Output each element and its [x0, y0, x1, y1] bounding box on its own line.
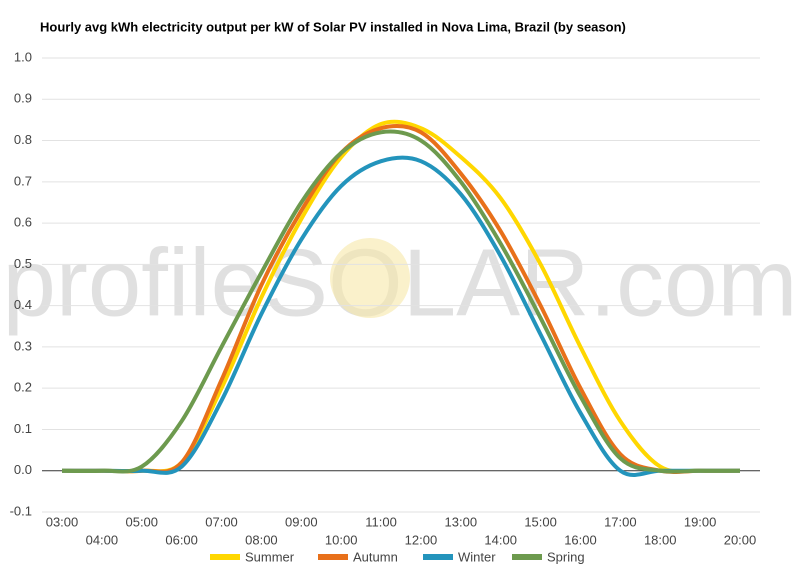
x-tick-label: 18:00	[644, 532, 677, 547]
x-tick-label: 17:00	[604, 514, 637, 529]
x-tick-label: 20:00	[724, 532, 757, 547]
y-tick-label: 0.8	[14, 132, 32, 147]
x-tick-label: 09:00	[285, 514, 318, 529]
x-tick-label: 13:00	[445, 514, 478, 529]
legend-label: Winter	[458, 549, 496, 564]
series-line	[61, 123, 740, 474]
series-line	[61, 155, 740, 477]
x-tick-label: 07:00	[205, 514, 238, 529]
x-tick-label: 12:00	[405, 532, 438, 547]
series-line	[61, 129, 740, 474]
x-tick-label: 06:00	[165, 532, 198, 547]
legend-label: Spring	[547, 549, 585, 564]
x-tick-label: 10:00	[325, 532, 358, 547]
x-tick-label: 05:00	[125, 514, 158, 529]
x-tick-label: 16:00	[564, 532, 597, 547]
x-tick-label: 19:00	[684, 514, 717, 529]
legend-swatch	[512, 554, 542, 560]
y-tick-label: 0.9	[14, 91, 32, 106]
y-tick-label: 0.2	[14, 380, 32, 395]
y-tick-label: 0.4	[14, 297, 32, 312]
y-tick-label: 1.0	[14, 49, 32, 64]
x-tick-label: 15:00	[524, 514, 557, 529]
y-tick-label: 0.5	[14, 256, 32, 271]
y-tick-label: 0.3	[14, 338, 32, 353]
legend-label: Autumn	[353, 549, 398, 564]
x-tick-label: 03:00	[46, 514, 79, 529]
x-tick-label: 08:00	[245, 532, 278, 547]
legend-swatch	[423, 554, 453, 560]
legend-label: Summer	[245, 549, 295, 564]
chart-title: Hourly avg kWh electricity output per kW…	[40, 19, 626, 34]
y-tick-label: 0.1	[14, 421, 32, 436]
watermark-sun	[330, 238, 410, 318]
x-tick-label: 04:00	[86, 532, 119, 547]
y-tick-label: 0.7	[14, 173, 32, 188]
y-tick-label: -0.1	[10, 503, 32, 518]
y-tick-label: 0.0	[14, 462, 32, 477]
y-tick-label: 0.6	[14, 215, 32, 230]
legend-swatch	[318, 554, 348, 560]
x-tick-label: 11:00	[365, 514, 397, 529]
legend-swatch	[210, 554, 240, 560]
x-tick-label: 14:00	[484, 532, 517, 547]
